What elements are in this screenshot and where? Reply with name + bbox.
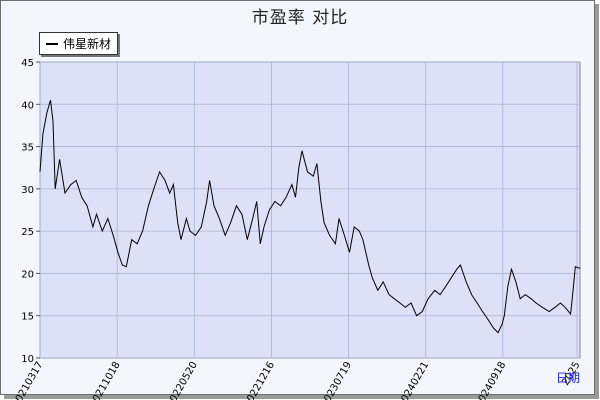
y-tick-label: 25 — [21, 227, 34, 238]
x-tick-label: 20240221 — [396, 360, 431, 400]
x-tick-label: 20210317 — [11, 360, 46, 400]
y-tick-label: 20 — [21, 269, 34, 280]
y-tick-label: 40 — [21, 100, 34, 111]
x-axis-label: 日期 — [556, 371, 581, 385]
y-tick-label: 15 — [21, 312, 34, 323]
x-tick-label: 20240918 — [473, 360, 508, 400]
legend-label: 伟星新材 — [63, 37, 112, 51]
y-tick-label: 35 — [21, 143, 34, 154]
y-tick-label: 30 — [21, 185, 34, 196]
x-tick-label: 20211018 — [88, 360, 123, 400]
y-axis: 10 15 20 25 30 35 40 45 — [21, 58, 40, 365]
legend: 伟星新材 — [39, 32, 119, 55]
x-tick-label: 20220520 — [165, 360, 200, 400]
y-tick-label: 10 — [21, 354, 34, 365]
chart-title: 市盈率 对比 — [251, 8, 349, 28]
x-axis: 20210317 20211018 20220520 20221216 20230719… — [11, 360, 583, 400]
x-tick-label: 20230719 — [319, 360, 354, 400]
grid-lines — [39, 61, 580, 359]
y-tick-label: 45 — [21, 58, 34, 69]
plot-area — [39, 61, 581, 359]
legend-swatch — [46, 42, 58, 45]
series-line — [39, 99, 581, 334]
x-tick-label: 20221216 — [242, 360, 277, 400]
